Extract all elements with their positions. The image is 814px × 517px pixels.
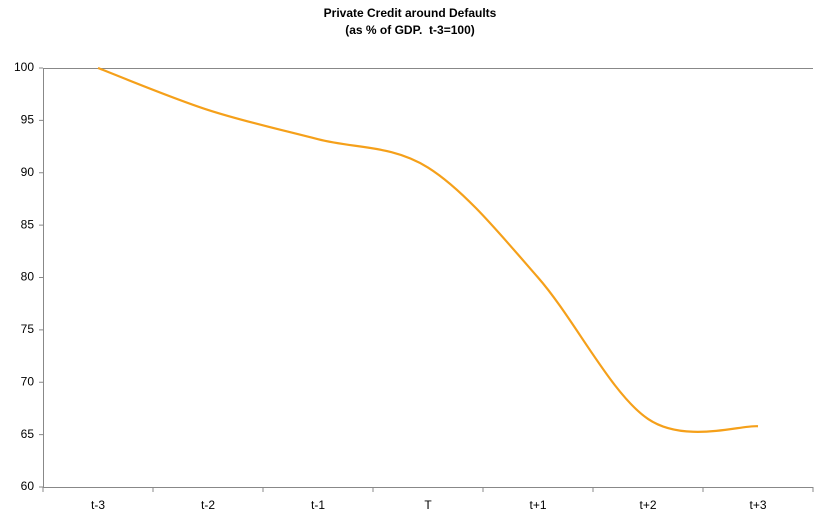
- x-tick-label: t+1: [529, 498, 546, 512]
- y-tick-label: 80: [21, 270, 35, 284]
- y-tick-label: 95: [21, 113, 35, 127]
- x-tick-label: t-2: [201, 498, 215, 512]
- x-tick-label: t+3: [749, 498, 766, 512]
- line: [97, 66, 759, 433]
- x-tick-label: t-1: [311, 498, 325, 512]
- y-tick-label: 100: [14, 60, 34, 74]
- y-tick-label: 60: [21, 479, 35, 493]
- y-tick-label: 70: [21, 374, 35, 388]
- chart-title: Private Credit around Defaults: [324, 6, 497, 20]
- y-tick-label: 75: [21, 322, 35, 336]
- x-tick-label: T: [424, 498, 432, 512]
- y-tick-label: 90: [21, 165, 35, 179]
- y-tick-label: 65: [21, 427, 35, 441]
- x-tick-label: t+2: [639, 498, 656, 512]
- x-tick-label: t-3: [91, 498, 105, 512]
- y-tick-label: 85: [21, 217, 35, 231]
- chart-subtitle: (as % of GDP. t-3=100): [345, 23, 475, 37]
